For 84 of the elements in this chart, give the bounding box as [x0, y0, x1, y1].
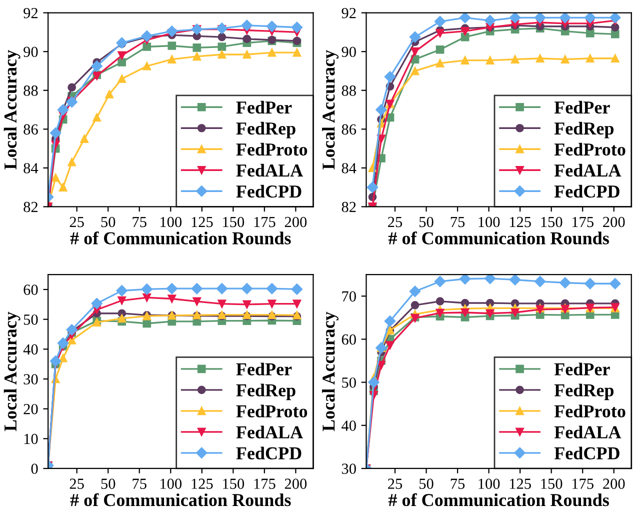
x-tick-label: 175	[254, 216, 276, 228]
y-axis-title: Local Accuracy	[4, 312, 20, 432]
legend-label: FedProto	[554, 142, 626, 156]
x-tick-label: 50	[101, 216, 116, 228]
legend-label: FedRep	[236, 384, 296, 400]
y-tick-label: 10	[24, 434, 38, 444]
x-tick-label: 200	[284, 216, 307, 228]
legend-label: FedALA	[554, 164, 622, 177]
y-tick-label: 92	[342, 8, 356, 18]
y-tick-label: 50	[24, 314, 38, 325]
y-tick-label: 90	[342, 46, 356, 58]
x-tick-label: 50	[101, 478, 116, 489]
legend-label: FedProto	[236, 142, 308, 156]
y-tick-label: 30	[24, 374, 38, 384]
x-tick-label: 150	[541, 478, 562, 489]
x-tick-label: 125	[192, 478, 213, 489]
legend-label: FedRep	[236, 122, 296, 138]
y-tick-label: 70	[342, 291, 356, 302]
legend-label: FedCPD	[236, 184, 302, 198]
legend-label: FedPer	[554, 362, 610, 376]
legend-label: FedRep	[554, 122, 614, 138]
y-tick-label: 92	[24, 8, 38, 18]
x-tick-label: 25	[388, 478, 402, 489]
x-axis-title: # of Communication Rounds	[388, 231, 609, 244]
y-axis-title: Local Accuracy	[322, 50, 338, 170]
x-tick-label: 175	[572, 478, 594, 489]
legend-label: FedCPD	[554, 184, 620, 198]
x-tick-label: 175	[254, 478, 276, 489]
x-tick-label: 75	[132, 217, 146, 228]
x-tick-label: 125	[192, 216, 213, 228]
x-tick-label: 75	[132, 478, 146, 489]
y-tick-label: 90	[24, 46, 38, 58]
x-tick-label: 125	[510, 216, 531, 228]
x-tick-label: 100	[478, 216, 500, 228]
x-tick-label: 50	[420, 478, 434, 489]
x-axis-title: # of Communication Rounds	[70, 231, 291, 244]
x-tick-label: 200	[603, 216, 625, 228]
x-tick-label: 25	[70, 478, 84, 489]
legend-label: FedALA	[236, 164, 303, 177]
legend-label: FedCPD	[554, 446, 620, 460]
legend-label: FedPer	[236, 362, 292, 376]
x-tick-label: 200	[603, 478, 625, 489]
x-tick-label: 100	[160, 478, 182, 489]
legend-label: FedALA	[236, 426, 303, 438]
legend-label: FedCPD	[236, 446, 302, 460]
x-tick-label: 150	[223, 478, 244, 489]
y-tick-label: 88	[24, 86, 38, 96]
legend-label: FedPer	[236, 100, 292, 114]
legend-label: FedALA	[554, 426, 622, 438]
y-tick-label: 88	[342, 86, 356, 96]
x-axis-title: # of Communication Rounds	[388, 493, 609, 506]
x-tick-label: 200	[284, 478, 307, 489]
y-tick-label: 30	[342, 464, 356, 474]
x-tick-label: 150	[223, 216, 244, 228]
x-tick-label: 50	[420, 216, 434, 228]
legend-label: FedPer	[554, 100, 610, 114]
y-tick-label: 20	[24, 404, 38, 414]
x-axis-title: # of Communication Rounds	[70, 493, 291, 506]
y-tick-label: 60	[342, 334, 356, 345]
y-tick-label: 40	[23, 344, 38, 355]
x-tick-label: 100	[160, 216, 182, 228]
legend-label: FedRep	[554, 384, 614, 400]
x-tick-label: 25	[70, 216, 84, 228]
y-tick-label: 0	[31, 464, 38, 474]
y-tick-label: 40	[342, 420, 356, 431]
legend-label: FedProto	[554, 404, 626, 418]
legend-label: FedProto	[236, 404, 308, 418]
x-tick-label: 150	[541, 216, 562, 228]
y-tick-label: 86	[24, 124, 38, 135]
y-tick-label: 84	[342, 163, 356, 174]
y-axis-title: Local Accuracy	[4, 50, 20, 170]
y-tick-label: 84	[24, 163, 38, 174]
y-tick-label: 60	[24, 284, 38, 295]
y-tick-label: 82	[24, 202, 38, 212]
x-tick-label: 175	[572, 216, 594, 228]
y-tick-label: 86	[342, 124, 356, 135]
x-tick-label: 25	[388, 216, 402, 228]
x-tick-label: 75	[450, 217, 465, 228]
x-tick-label: 75	[450, 478, 465, 489]
x-tick-label: 125	[510, 478, 531, 489]
y-tick-label: 50	[342, 377, 356, 388]
y-tick-label: 82	[342, 202, 356, 212]
y-axis-title: Local Accuracy	[322, 312, 338, 432]
x-tick-label: 100	[478, 478, 500, 489]
